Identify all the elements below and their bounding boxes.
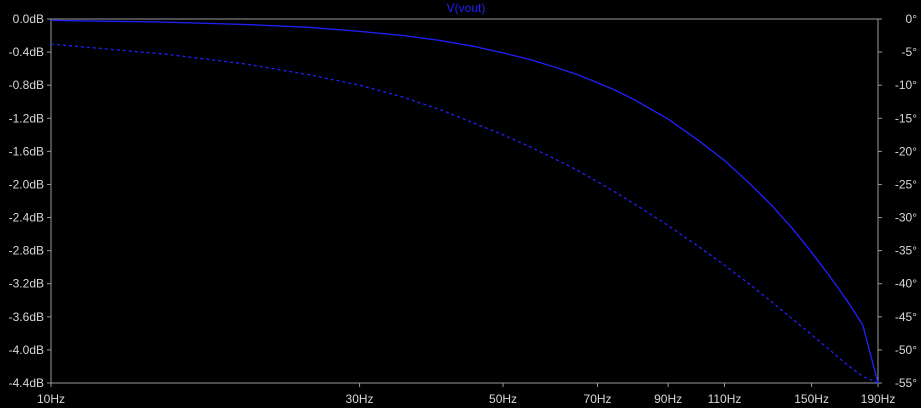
plot-frame	[50, 18, 879, 384]
x-tick-label: 110Hz	[708, 392, 742, 406]
y-left-tick-label: -3.6dB	[9, 310, 44, 324]
x-tick-label: 10Hz	[37, 392, 65, 406]
y-right-tick-label: -25°	[895, 177, 917, 191]
y-left-tick-label: -1.6dB	[9, 144, 44, 158]
x-tick-label: 30Hz	[346, 392, 374, 406]
y-right-tick-label: -10°	[895, 78, 917, 92]
y-left-tick-label: -3.2dB	[9, 277, 44, 291]
y-right-tick-label: -20°	[895, 144, 917, 158]
traces	[50, 19, 879, 384]
chart-title: V(vout)	[447, 1, 486, 15]
x-tick-label: 70Hz	[584, 392, 612, 406]
y-left-tick-label: -2.4dB	[9, 211, 44, 225]
y-left-tick-label: -2.0dB	[9, 177, 44, 191]
y-axis-left-magnitude: 0.0dB -0.4dB -0.8dB -1.2dB -1.6dB -2.0dB -2.4d…	[9, 12, 51, 390]
phase-trace	[50, 43, 879, 384]
y-right-tick-label: -50°	[895, 343, 917, 357]
y-left-tick-label: -0.4dB	[9, 45, 44, 59]
y-axis-right-phase: 0° -5° -10° -15° -20° -25° -30° -35° -40° -45° -50…	[878, 12, 917, 390]
x-tick-label: 190Hz	[861, 392, 896, 406]
x-tick-label: 50Hz	[489, 392, 517, 406]
x-axis: 10Hz 30Hz 50Hz 70Hz 90Hz 110Hz 150Hz 190Hz	[37, 383, 895, 406]
y-right-tick-label: -45°	[895, 310, 917, 324]
y-right-tick-label: -15°	[895, 111, 917, 125]
y-right-tick-label: -35°	[895, 244, 917, 258]
magnitude-trace	[50, 19, 879, 384]
y-right-tick-label: -5°	[902, 45, 918, 59]
x-tick-label: 150Hz	[794, 392, 829, 406]
x-tick-label: 90Hz	[654, 392, 682, 406]
y-left-tick-label: -0.8dB	[9, 78, 44, 92]
y-left-tick-label: -4.4dB	[9, 376, 44, 390]
y-left-tick-label: -2.8dB	[9, 244, 44, 258]
y-right-tick-label: -30°	[895, 211, 917, 225]
y-left-tick-label: 0.0dB	[13, 12, 44, 26]
y-left-tick-label: -4.0dB	[9, 343, 44, 357]
y-right-tick-label: 0°	[906, 12, 918, 26]
y-left-tick-label: -1.2dB	[9, 111, 44, 125]
y-right-tick-label: -40°	[895, 277, 917, 291]
y-right-tick-label: -55°	[895, 376, 917, 390]
